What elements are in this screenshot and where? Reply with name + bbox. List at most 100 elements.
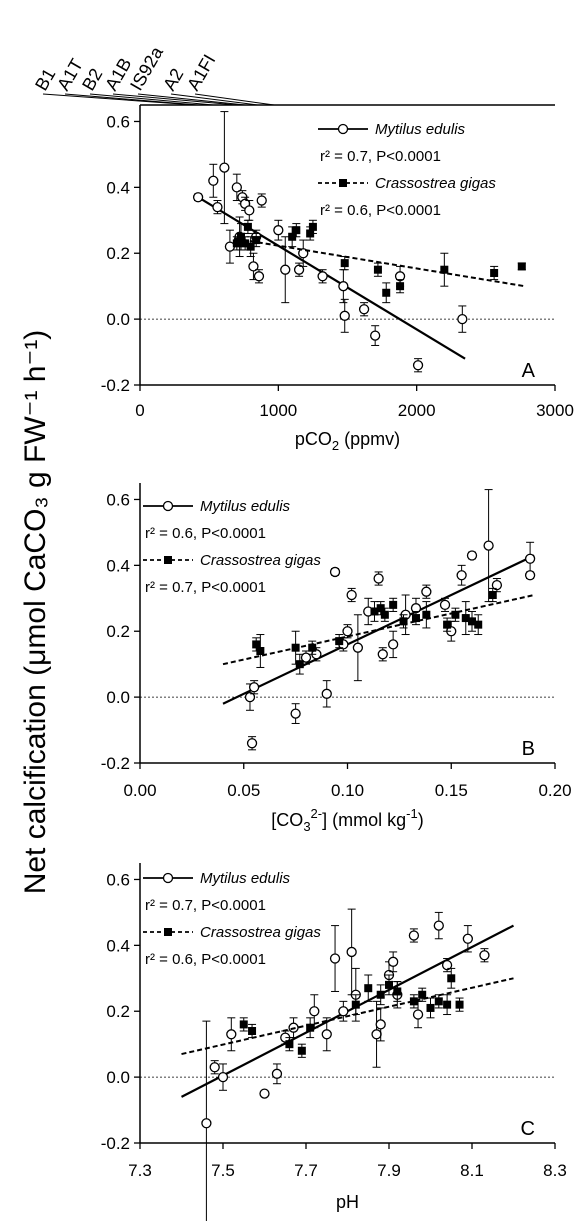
x-axis-label-part: (ppmv) [339, 429, 400, 449]
x-tick-label: 0.20 [538, 781, 571, 800]
data-point-mytilus [387, 956, 399, 967]
data-point-crassostrea [443, 1000, 452, 1009]
scenario-label: A1FI [183, 51, 219, 94]
data-point-mytilus [256, 195, 267, 206]
data-point-mytilus [309, 1006, 320, 1017]
panel-letter: A [522, 360, 536, 382]
legend-stat: r² = 0.7, P<0.0001 [145, 579, 266, 596]
data-point-crassostrea [335, 637, 344, 646]
data-point-mytilus [212, 201, 223, 213]
y-tick-label: 0.4 [106, 178, 130, 197]
x-tick-label: 7.7 [294, 1161, 318, 1180]
data-point-mytilus [462, 933, 474, 944]
data-point-crassostrea [285, 1040, 294, 1049]
data-point-mytilus [208, 175, 219, 186]
y-tick-label: 0.2 [106, 244, 130, 263]
series-mytilus [222, 489, 536, 751]
data-point-mytilus [259, 1088, 270, 1099]
fit-line [222, 554, 535, 705]
fit-line [197, 196, 466, 360]
fit-line [222, 594, 535, 666]
y-tick-label: 0.0 [106, 310, 130, 329]
scenario-leader-line [112, 93, 237, 106]
data-point-mytilus [321, 1029, 332, 1040]
data-point-crassostrea [306, 1023, 315, 1032]
data-point-mytilus [280, 264, 291, 275]
data-point-mytilus [329, 953, 341, 964]
data-point-mytilus [358, 304, 370, 315]
data-point-mytilus [524, 553, 536, 564]
y-tick-label: 0.6 [106, 112, 130, 131]
legend-marker-mytilus [162, 500, 174, 512]
data-point-crassostrea [434, 997, 443, 1006]
y-tick-label: 0.2 [106, 1002, 130, 1021]
x-tick-label: 1000 [259, 401, 297, 420]
x-axis-label: pCO2 (ppmv) [295, 429, 400, 453]
data-point-crassostrea [440, 265, 449, 274]
x-axis-label-sup: -1 [406, 806, 418, 821]
scenario-leader-line [170, 93, 258, 106]
x-axis-label-part: ] (mmol kg [322, 810, 406, 830]
legend-series-name: Mytilus edulis [200, 498, 291, 515]
data-point-mytilus [217, 1071, 229, 1083]
data-point-mytilus [370, 330, 381, 341]
y-tick-label: -0.2 [101, 376, 130, 395]
x-tick-label: 2000 [398, 401, 436, 420]
series-mytilus [180, 908, 515, 1221]
y-tick-label: 0.6 [106, 490, 130, 509]
data-point-mytilus [524, 570, 536, 581]
scenario-leader-line [137, 93, 246, 106]
data-point-crassostrea [256, 647, 265, 655]
scenario-leader-line [194, 93, 275, 106]
data-point-mytilus [339, 310, 350, 321]
legend: Mytilus edulis r² = 0.7, P<0.0001 Crassost… [318, 121, 496, 219]
fit-line [181, 977, 514, 1056]
legend-marker-crassostrea [164, 928, 172, 936]
data-point-mytilus [352, 642, 364, 653]
data-point-crassostrea [474, 620, 483, 629]
data-point-crassostrea [468, 617, 476, 626]
data-point-mytilus [271, 1068, 283, 1079]
data-point-mytilus [373, 573, 384, 584]
data-point-crassostrea [252, 640, 261, 649]
x-tick-label: 3000 [536, 401, 574, 420]
data-point-crassostrea [340, 259, 349, 268]
scenario-label: A1B [101, 55, 135, 94]
data-point-crassostrea [370, 607, 379, 616]
data-point-crassostrea [232, 239, 241, 248]
data-point-mytilus [338, 281, 349, 292]
data-point-mytilus [441, 959, 453, 971]
scenario-label: A2 [159, 65, 187, 94]
panel-b: -0.2 0.0 0.2 0.4 0.6 0.00 0.05 0.10 0.15 0.20 [CO3… [101, 483, 572, 834]
data-point-mytilus [338, 1006, 349, 1017]
x-axis-label-sup: 2- [311, 806, 323, 821]
data-point-mytilus [293, 264, 305, 275]
series-crassostrea [181, 967, 514, 1058]
data-point-crassostrea [490, 269, 499, 277]
data-point-mytilus [290, 708, 301, 719]
data-point-mytilus [231, 182, 242, 193]
data-point-mytilus [321, 688, 332, 699]
data-point-crassostrea [236, 232, 245, 241]
data-point-crassostrea [376, 604, 385, 613]
data-point-crassostrea [241, 239, 250, 248]
y-tick-label: 0.4 [106, 936, 130, 955]
data-point-mytilus [466, 550, 478, 561]
data-point-crassostrea [393, 987, 402, 996]
legend-stat: r² = 0.6, P<0.0001 [145, 951, 266, 968]
y-tick-label: 0.2 [106, 622, 130, 641]
data-point-crassostrea [297, 1046, 306, 1055]
scenario-label: A1T [53, 55, 87, 94]
legend: Mytilus edulis r² = 0.6, P<0.0001 Crassost… [143, 498, 321, 596]
y-axis-label: Net calcification (μmol CaCO₃ g FW⁻¹ h⁻¹… [19, 330, 52, 895]
data-point-crassostrea [288, 232, 297, 241]
x-tick-label: 0.05 [227, 781, 260, 800]
data-point-crassostrea [292, 226, 301, 235]
data-point-mytilus [412, 360, 424, 371]
data-point-mytilus [491, 579, 503, 591]
panel-a: -0.2 0.0 0.2 0.4 0.6 0 1000 2000 3000 pCO2 (ppmv)… [101, 104, 574, 453]
data-point-mytilus [248, 261, 259, 272]
x-tick-label: 0.00 [123, 781, 156, 800]
